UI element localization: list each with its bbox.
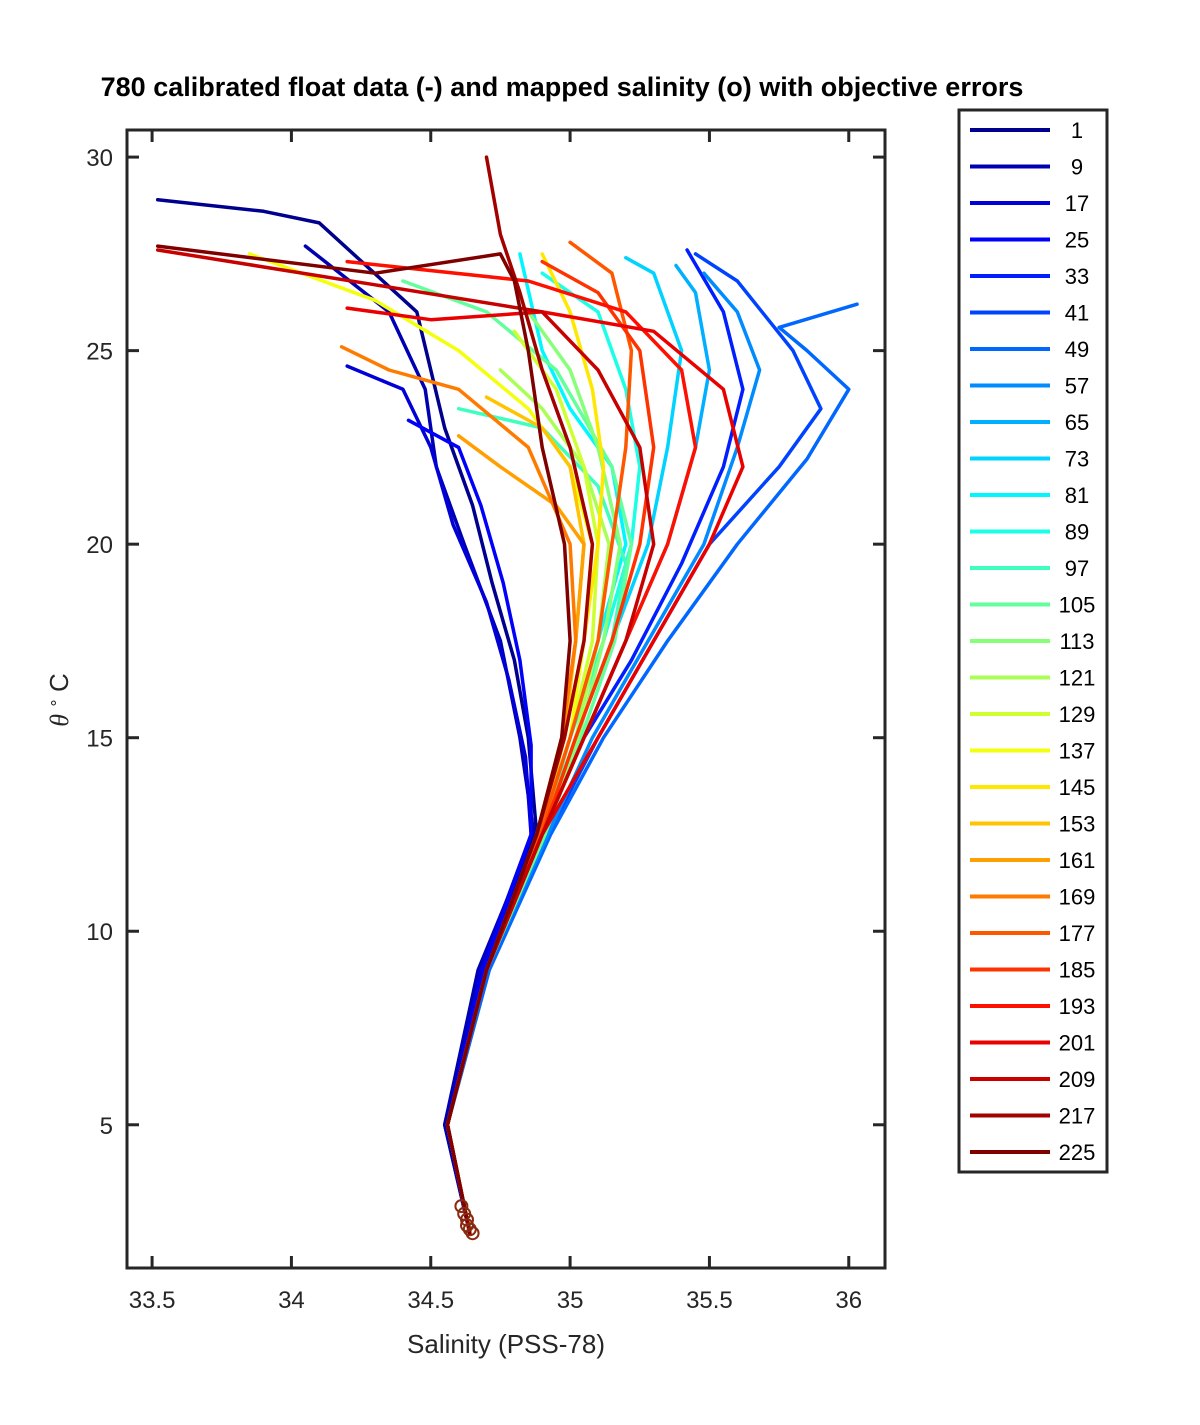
legend-label-57: 57 (1065, 374, 1089, 399)
legend-label-145: 145 (1059, 775, 1096, 800)
legend-label-153: 153 (1059, 812, 1096, 837)
y-axis-label: θ ∘ C (44, 673, 74, 727)
profile-line-153 (445, 395, 586, 1235)
y-tick-label-3: 20 (86, 532, 113, 559)
legend-label-17: 17 (1065, 191, 1089, 216)
profile-line-89 (445, 271, 642, 1235)
x-tick-label-3: 35 (557, 1287, 584, 1314)
profile-line-225 (155, 244, 572, 1235)
profile-line-137 (247, 252, 595, 1235)
mapped-salinity-marker-2 (460, 1212, 474, 1227)
legend-label-193: 193 (1059, 994, 1096, 1019)
profile-line-169 (339, 345, 578, 1235)
x-tick-label-1: 34 (278, 1287, 305, 1314)
profile-line-17 (345, 364, 533, 1235)
legend-label-89: 89 (1065, 520, 1089, 545)
legend-label-225: 225 (1059, 1140, 1096, 1165)
legend-items: 1 9 17 25 33 41 49 57 65 73 81 89 97 105 113 121 129 137 1… (970, 118, 1095, 1165)
legend-label-81: 81 (1065, 483, 1089, 508)
x-tick-label-5: 36 (835, 1287, 862, 1314)
x-tick-label-4: 35.5 (686, 1287, 733, 1314)
y-axis-label-degree: ∘ (45, 698, 62, 708)
profile-line-49 (445, 302, 859, 1235)
legend-label-9: 9 (1071, 155, 1083, 180)
svg-text:θ∘C: θ ∘ C (44, 673, 74, 727)
y-tick-label-5: 30 (86, 145, 113, 172)
y-tick-label-0: 5 (100, 1113, 113, 1140)
legend-label-121: 121 (1059, 666, 1096, 691)
legend-label-169: 169 (1059, 885, 1096, 910)
chart-title: 780 calibrated float data (-) and mapped… (101, 72, 1024, 102)
y-axis-label-unit: C (44, 673, 74, 692)
series-layer (155, 155, 859, 1235)
legend-label-105: 105 (1059, 593, 1096, 618)
y-axis-ticks: 5 10 15 20 25 30 (86, 145, 885, 1140)
mapped-salinity-marker-0 (454, 1199, 469, 1214)
plot-area: 33.5 34 34.5 35 35.5 36 5 10 15 20 25 30 (86, 128, 887, 1314)
profile-line-1 (155, 197, 539, 1235)
legend-label-177: 177 (1059, 921, 1096, 946)
legend-label-217: 217 (1059, 1104, 1096, 1129)
legend-label-41: 41 (1065, 301, 1089, 326)
legend-label-185: 185 (1059, 958, 1096, 983)
legend-label-73: 73 (1065, 447, 1089, 472)
profile-line-41 (445, 252, 823, 1235)
legend-label-65: 65 (1065, 410, 1089, 435)
profile-line-9 (303, 244, 536, 1235)
legend: 1 9 17 25 33 41 49 57 65 73 81 89 97 105 113 121 129 137 1… (957, 108, 1109, 1174)
profile-line-201 (345, 306, 745, 1235)
legend-label-1: 1 (1071, 118, 1083, 143)
x-tick-label-0: 33.5 (129, 1287, 176, 1314)
legend-label-161: 161 (1059, 848, 1096, 873)
mapped-salinity-markers (454, 1199, 480, 1241)
x-axis-ticks: 33.5 34 34.5 35 35.5 36 (129, 130, 862, 1314)
y-tick-label-2: 15 (86, 726, 113, 753)
legend-label-201: 201 (1059, 1031, 1096, 1056)
y-axis-label-symbol: θ (45, 714, 74, 727)
legend-label-137: 137 (1059, 739, 1096, 764)
mapped-salinity-marker-5 (465, 1226, 480, 1241)
profile-line-25 (406, 418, 533, 1235)
legend-label-33: 33 (1065, 264, 1089, 289)
legend-label-113: 113 (1059, 629, 1094, 654)
legend-label-97: 97 (1065, 556, 1089, 581)
legend-label-25: 25 (1065, 228, 1089, 253)
y-tick-label-1: 10 (86, 919, 113, 946)
legend-label-209: 209 (1059, 1067, 1096, 1092)
x-tick-label-2: 34.5 (407, 1287, 454, 1314)
profile-line-113 (445, 310, 623, 1235)
axes-box (125, 128, 887, 1270)
legend-label-49: 49 (1065, 337, 1089, 362)
legend-label-129: 129 (1059, 702, 1096, 727)
y-tick-label-4: 25 (86, 339, 113, 366)
x-axis-label: Salinity (PSS-78) (407, 1329, 605, 1359)
